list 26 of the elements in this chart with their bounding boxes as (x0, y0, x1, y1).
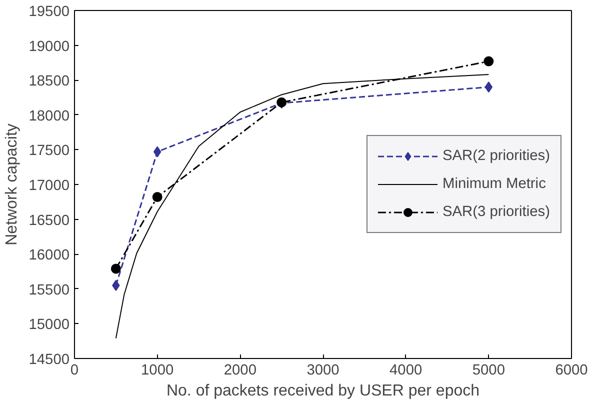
x-tick-label: 0 (70, 362, 79, 378)
x-tick-label: 1000 (141, 362, 174, 378)
legend-label: SAR(3 priorities) (442, 204, 550, 220)
x-tick-label: 4000 (390, 362, 422, 378)
legend-label: Minimum Metric (442, 176, 546, 192)
y-tick-label: 17000 (28, 178, 70, 194)
y-tick-label: 18500 (28, 74, 70, 90)
y-axis-title: Network capacity (4, 124, 21, 246)
point (152, 192, 162, 202)
point (110, 264, 121, 274)
y-tick-label: 19500 (28, 4, 70, 20)
y-tick-label: 15500 (28, 282, 70, 298)
y-tick-label: 16000 (28, 248, 70, 264)
y-tick-label: 14500 (28, 352, 70, 368)
x-tick-label: 3000 (306, 362, 340, 378)
y-tick-label: 16500 (28, 212, 70, 229)
y-tick-label: 19000 (28, 38, 70, 55)
x-tick-label: 6000 (555, 362, 588, 378)
y-tick-label: 18000 (28, 108, 70, 124)
x-axis-title: No. of packets received by USER per epoch (166, 382, 480, 400)
y-tick-label: 17500 (28, 143, 70, 160)
x-tick-label: 2000 (224, 362, 256, 378)
legend-label: SAR(2 priorities) (442, 148, 550, 164)
point (484, 56, 494, 66)
x-tick-label: 5000 (472, 362, 505, 378)
y-tick-label: 15000 (28, 317, 70, 334)
